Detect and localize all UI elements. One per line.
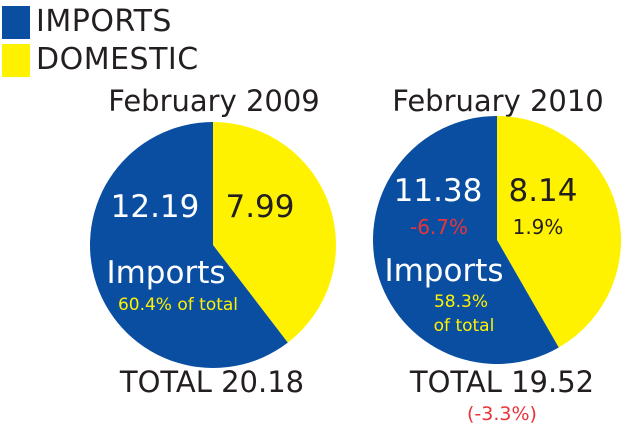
value-label-domestic-2010: 8.14 [508,173,577,209]
chart-title-2009: February 2009 [108,84,320,118]
total-change-2010: (-3.3%) [467,403,537,425]
pie-2010-slices [373,116,622,364]
legend-swatch-imports [2,5,30,39]
legend-label-imports: IMPORTS [36,4,172,39]
legend-item-domestic: DOMESTIC [2,42,199,78]
total-label-2010: TOTAL 19.52 [409,365,594,399]
pie-chart-2009: February 2009 12.19 7.99 Imports 60.4% o… [89,84,336,399]
chart-title-2010: February 2010 [392,84,604,118]
pie-slice-imports [373,116,559,364]
pie-slice-domestic [213,122,336,343]
pie-2009-slices [89,122,336,368]
imports-share-2010-line1: 58.3% [434,292,488,312]
imports-label-2009: Imports [106,255,225,291]
value-label-imports-2010: 11.38 [394,173,483,209]
total-label-2009: TOTAL 20.18 [119,365,304,399]
value-label-imports-2009: 12.19 [111,189,200,225]
value-label-domestic-2009: 7.99 [225,189,294,225]
legend: IMPORTS DOMESTIC [2,4,199,80]
pie-chart-2010: February 2010 11.38 -6.7% 8.14 1.9% Impo… [373,84,622,425]
pie-slice-imports [89,122,288,368]
imports-label-2010: Imports [384,253,503,289]
imports-share-2009: 60.4% of total [118,295,238,315]
legend-label-domestic: DOMESTIC [36,42,199,77]
legend-swatch-domestic [2,43,30,77]
legend-item-imports: IMPORTS [2,4,199,40]
domestic-change-2010: 1.9% [513,215,564,239]
pie-slice-domestic [497,116,622,348]
imports-change-2010: -6.7% [410,215,468,239]
imports-share-2010-line2: of total [434,316,495,336]
